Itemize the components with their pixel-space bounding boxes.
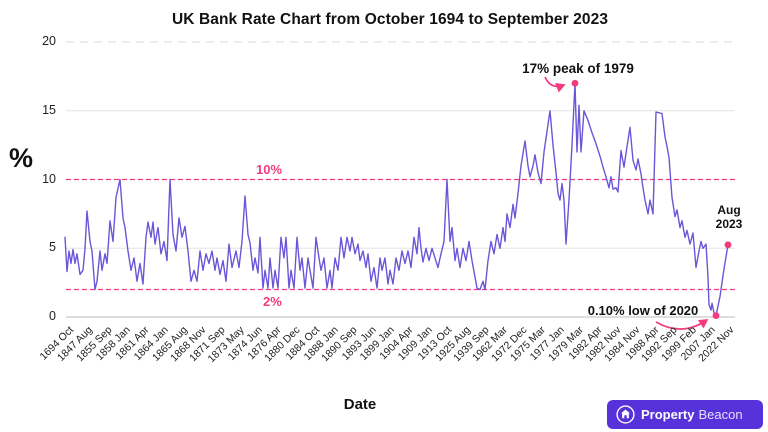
logo-brand-bold: Property: [641, 407, 695, 422]
reference-line-label-2pct: 2%: [263, 293, 282, 309]
y-tick-label: 20: [42, 34, 56, 48]
annotation-dot-aug-2023: [724, 241, 732, 249]
y-tick-label: 5: [49, 240, 56, 255]
chart-title: UK Bank Rate Chart from October 1694 to …: [171, 11, 609, 28]
reference-line-label-10pct: 10%: [256, 161, 283, 177]
house-icon: [616, 405, 635, 424]
y-axis-label: %: [9, 143, 34, 173]
annotation-peak-1979: 17% peak of 1979: [522, 61, 634, 76]
annotation-aug-2023: Aug 2023: [715, 203, 743, 231]
x-axis-title: Date: [343, 396, 377, 413]
annotation-dot-low-2020: [712, 312, 720, 320]
y-tick-label: 10: [42, 171, 56, 186]
logo-brand-light: Beacon: [698, 407, 743, 422]
property-beacon-logo: Property Beacon: [607, 400, 763, 429]
annotation-dot-peak-1979: [571, 79, 579, 87]
y-tick-label: 0: [49, 309, 56, 323]
y-tick-label: 15: [42, 102, 56, 117]
annotation-low-2020: 0.10% low of 2020: [587, 303, 699, 318]
